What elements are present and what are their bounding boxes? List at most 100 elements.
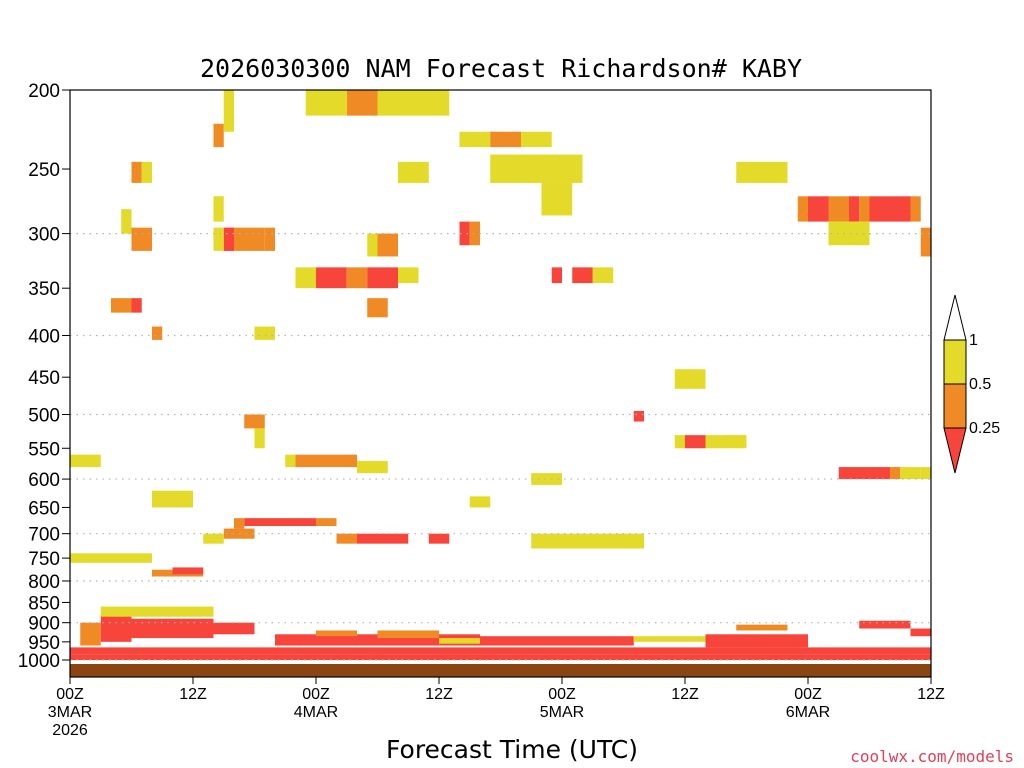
ri-cell-yellow xyxy=(531,473,562,485)
ri-cell-yellow xyxy=(592,267,614,284)
ri-cell-yellow xyxy=(213,196,224,222)
ri-cell-yellow xyxy=(357,460,388,474)
ri-cell-red xyxy=(849,196,860,222)
x-tick-label: 00Z xyxy=(548,686,576,703)
ri-cell-red xyxy=(910,628,931,637)
ri-cell-orange xyxy=(910,196,921,222)
ri-cell-red xyxy=(275,634,480,646)
ri-cell-yellow xyxy=(674,369,706,389)
ri-cell-yellow xyxy=(141,161,152,183)
x-tick-label: 12Z xyxy=(917,686,945,703)
ri-cell-orange xyxy=(111,298,132,313)
ri-cell-red xyxy=(213,622,255,635)
legend-bin-orange xyxy=(943,383,967,429)
ri-cell-yellow xyxy=(377,90,450,116)
y-tick-label: 200 xyxy=(28,81,60,102)
y-tick-label: 300 xyxy=(28,225,60,246)
ri-cell-yellow xyxy=(490,154,583,183)
ri-cell-yellow xyxy=(531,533,644,549)
ri-cell-red xyxy=(357,533,409,544)
ri-cell-red xyxy=(572,267,593,284)
ri-cell-red xyxy=(131,618,214,639)
y-tick-label: 800 xyxy=(28,572,60,593)
x-tick-label: 3MAR xyxy=(48,704,92,721)
ri-cell-red xyxy=(172,567,204,575)
colorbar-legend: 1 0.5 0.25 xyxy=(943,294,1000,474)
ri-cell-orange xyxy=(80,622,101,646)
ri-cell-orange xyxy=(377,233,398,257)
ri-cell-yellow xyxy=(521,131,552,148)
ri-cell-orange xyxy=(920,227,931,257)
ri-cell-red xyxy=(367,267,398,289)
ri-cell-red xyxy=(808,196,829,222)
ri-cell-orange xyxy=(736,624,788,631)
credit-text[interactable]: coolwx.com/models xyxy=(850,747,1014,766)
ri-cell-red xyxy=(223,227,234,251)
ri-cell-yellow xyxy=(295,267,316,289)
ri-cell-red xyxy=(244,518,316,527)
ri-cell-orange xyxy=(295,454,357,468)
ri-cell-orange xyxy=(859,196,870,222)
ri-cell-yellow xyxy=(439,638,480,644)
ri-cell-yellow xyxy=(398,267,419,284)
ri-cell-yellow xyxy=(305,90,347,116)
ri-cell-orange xyxy=(131,161,142,183)
ri-cell-orange xyxy=(336,533,357,544)
ri-cell-orange xyxy=(244,414,265,429)
ri-cell-orange xyxy=(828,196,849,222)
ri-cell-red xyxy=(685,435,706,449)
y-tick-label: 250 xyxy=(28,160,60,181)
ri-cell-yellow xyxy=(674,435,685,449)
ri-cell-red xyxy=(705,634,808,648)
y-tick-label: 500 xyxy=(28,406,60,427)
ri-cell-yellow xyxy=(70,454,101,468)
ri-cell-red xyxy=(459,221,470,246)
x-tick-label: 12Z xyxy=(179,686,207,703)
legend-label-1: 1 xyxy=(969,332,978,349)
ri-cell-orange xyxy=(367,298,388,318)
y-tick-label: 350 xyxy=(28,279,60,300)
ri-cell-red xyxy=(838,467,890,480)
ri-cell-orange xyxy=(890,467,901,480)
x-tick-label: 6MAR xyxy=(786,704,830,721)
y-tick-label: 450 xyxy=(28,368,60,389)
y-tick-label: 1000 xyxy=(18,651,60,672)
ri-cell-yellow xyxy=(920,467,931,480)
y-tick-label: 600 xyxy=(28,470,60,491)
ri-cell-red xyxy=(480,636,634,646)
legend-label-0-5: 0.5 xyxy=(969,376,991,393)
ri-cell-orange xyxy=(346,267,368,289)
y-tick-label: 950 xyxy=(28,633,60,654)
heatmap-cells xyxy=(70,90,931,677)
ri-cell-red xyxy=(869,196,911,222)
ri-cell-yellow xyxy=(900,467,921,480)
ri-cell-yellow xyxy=(203,533,224,544)
plot-frame xyxy=(69,89,932,678)
x-tick-label: 00Z xyxy=(794,686,822,703)
ri-cell-yellow xyxy=(541,182,573,216)
ri-cell-yellow xyxy=(223,90,234,132)
x-tick-label: 2026 xyxy=(52,722,88,739)
ri-cell-yellow xyxy=(459,131,491,148)
legend-label-0-25: 0.25 xyxy=(969,420,1000,437)
ri-cell-yellow xyxy=(367,233,378,257)
x-tick-label: 12Z xyxy=(425,686,453,703)
x-tick-label: 00Z xyxy=(56,686,84,703)
y-tick-label: 900 xyxy=(28,614,60,635)
ri-cell-orange xyxy=(131,227,152,251)
ri-cell-yellow xyxy=(285,454,296,468)
ri-cell-red xyxy=(131,298,142,313)
ri-cell-red xyxy=(859,620,911,629)
ri-cell-yellow xyxy=(254,428,265,449)
ri-cell-yellow xyxy=(828,221,870,246)
ri-cell-yellow xyxy=(152,490,193,508)
ri-cell-red xyxy=(70,654,931,660)
y-tick-label: 650 xyxy=(28,498,60,519)
ri-cell-orange xyxy=(316,518,337,527)
ri-cell-orange xyxy=(490,131,521,148)
ri-cell-red xyxy=(316,267,347,289)
x-axis-label: Forecast Time (UTC) xyxy=(386,735,638,764)
ri-cell-red xyxy=(428,533,450,544)
